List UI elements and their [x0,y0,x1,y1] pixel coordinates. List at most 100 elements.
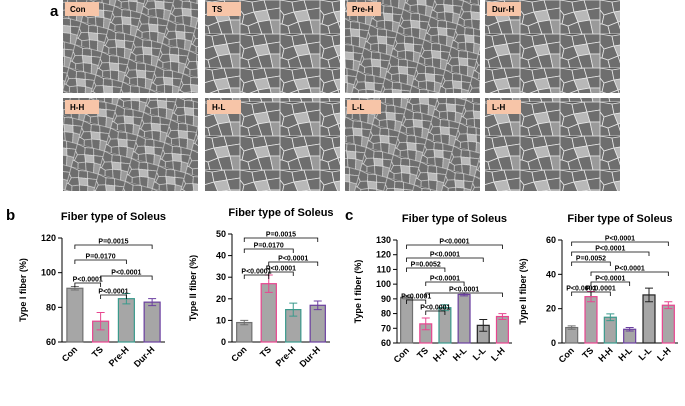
p-value: P=0.0052 [411,262,441,269]
p-value: P<0.0001 [111,270,141,277]
y-axis-label: Type II fiber (%) [518,258,528,324]
x-tick-label: H-H [596,345,614,363]
significance-bracket [406,267,446,272]
image-label: Dur-H [492,5,514,14]
y-tick-label: 50 [216,229,226,239]
chart-title: Fiber type of Soleus [61,211,166,223]
significance-bracket [74,259,127,264]
x-tick-label: L-L [471,345,488,362]
p-value: P<0.0001 [430,252,460,259]
y-tick-label: 110 [376,264,391,274]
significance-bracket [425,310,446,315]
y-tick-label: 0 [221,337,226,347]
p-value: P<0.0001 [241,269,271,276]
significance-bracket [590,271,669,276]
p-value: P=0.0170 [86,254,116,261]
y-tick-label: 40 [216,251,226,261]
label-box [65,100,99,114]
significance-bracket [243,274,270,279]
y-tick-label: 0 [551,338,556,348]
p-value: P<0.0001 [605,236,635,243]
p-value: P<0.0001 [595,246,625,253]
significance-bracket [268,261,319,266]
y-tick-label: 100 [41,268,56,278]
significance-bracket [243,248,294,253]
y-tick-label: 20 [216,294,226,304]
label-box [347,2,381,16]
x-tick-label: TS [580,345,595,360]
y-tick-label: 40 [546,269,556,279]
p-value: P<0.0001 [98,289,128,296]
x-tick-label: Pre-H [274,344,298,368]
error-bar [479,318,488,332]
y-axis-label: Type II fiber (%) [188,255,198,321]
panel-label: c [345,207,353,224]
error-bar [313,300,322,311]
image-label: Con [70,5,86,14]
error-bar [645,287,653,303]
significance-bracket [571,291,592,296]
significance-bracket [425,292,503,297]
image-label: TS [212,5,223,14]
significance-bracket [406,257,484,262]
x-tick-label: TS [258,344,273,359]
image-label: H-L [212,103,225,112]
significance-bracket [100,275,153,280]
x-tick-label: H-L [451,345,469,363]
p-value: P=0.0015 [98,239,128,246]
significance-bracket [100,294,127,299]
image-label: H-H [70,103,84,112]
error-bar [567,325,576,330]
image-label: Pre-H [352,5,374,14]
error-bar [498,313,507,320]
significance-bracket [406,244,503,249]
x-tick-label: Con [229,344,248,363]
significance-bracket [74,282,102,287]
y-tick-label: 80 [381,309,391,319]
x-tick-label: Con [392,345,411,364]
bar [400,296,414,344]
x-tick-label: TS [415,345,430,360]
p-value: P<0.0001 [266,266,296,273]
y-tick-label: 80 [46,302,56,312]
p-value: P<0.0001 [566,286,596,293]
y-tick-label: 30 [216,272,226,282]
x-tick-label: H-H [431,345,449,363]
bar [117,298,135,343]
p-value: P<0.0001 [595,276,625,283]
x-tick-label: L-H [655,345,673,363]
micrographs: Con TS Pre-H Dur-H H-H H-L L-L L-H [63,0,620,191]
y-tick-label: 60 [546,235,556,245]
significance-bracket [74,244,153,249]
y-tick-label: 120 [376,250,391,260]
chart-title: Fiber type of Soleus [567,213,672,225]
error-bar [240,319,249,326]
p-value: P<0.0001 [439,239,469,246]
p-value: P<0.0001 [615,266,645,273]
y-tick-label: 70 [381,323,391,333]
p-value: P=0.0015 [266,232,296,239]
y-tick-label: 20 [546,304,556,314]
y-tick-label: 130 [376,235,391,245]
x-tick-label: Pre-H [107,344,131,368]
significance-bracket [590,291,611,296]
bar [309,304,326,343]
chart-title: Fiber type of Soleus [402,213,507,225]
x-tick-label: TS [90,344,105,359]
y-tick-label: 60 [46,337,56,347]
bar [584,296,598,344]
y-tick-label: 120 [41,233,56,243]
x-tick-label: L-H [489,345,507,363]
panel-label: a [50,3,59,20]
image-label: L-H [492,103,506,112]
y-tick-label: 10 [216,315,226,325]
x-tick-label: H-L [616,345,634,363]
error-bar [289,302,298,317]
x-tick-label: Con [60,344,79,363]
chart-title: Fiber type of Soleus [228,207,333,219]
image-label: L-L [352,103,365,112]
bar [565,326,579,344]
p-value: P<0.0001 [420,305,450,312]
significance-bracket [571,251,650,256]
